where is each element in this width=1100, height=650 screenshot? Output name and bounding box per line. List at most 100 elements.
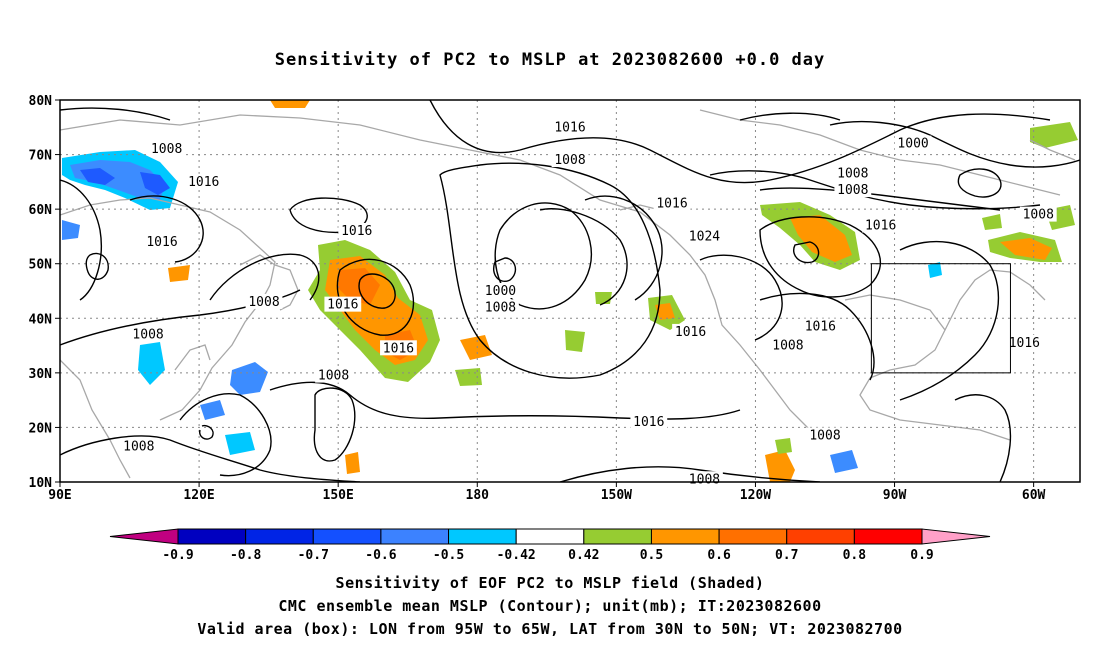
contour-label: 1016 (805, 319, 836, 334)
neg-shading-region (140, 172, 170, 195)
colorbar-label: -0.5 (433, 548, 464, 563)
colorbar-labels: -0.9 -0.8 -0.7 -0.6 -0.5 -0.42 0.42 0.5 0.6 0.7 0.… (162, 548, 933, 563)
contour-label-bg (245, 293, 283, 309)
contour-line (493, 257, 517, 282)
neg-shading-region (928, 262, 942, 278)
contour-line (957, 168, 1002, 198)
contour-label: 1008 (837, 183, 868, 198)
lon-tick-label: 150W (601, 488, 632, 503)
contour-label: 1008 (689, 472, 720, 487)
contour-line (559, 466, 821, 482)
colorbar-label: 0.7 (775, 548, 798, 563)
pos-shading-region (982, 214, 1002, 230)
contour-label-bg (380, 340, 417, 356)
contour-line (699, 254, 783, 341)
caption-line-2: CMC ensemble mean MSLP (Contour); unit(m… (278, 597, 822, 615)
lon-tick-label: 120E (183, 488, 214, 503)
lat-tick-label: 60N (29, 203, 53, 218)
neg-shading-region (230, 362, 268, 395)
colorbar-label: -0.8 (230, 548, 261, 563)
colorbar-left-tip (109, 528, 179, 545)
colorbar-segment (177, 528, 247, 545)
contour-label: 1024 (689, 229, 720, 244)
contour-label: 1016 (327, 298, 358, 313)
contour-label-bg (894, 135, 932, 151)
contour-line (759, 187, 1001, 211)
contour-line (85, 252, 109, 280)
lon-tick-label: 90E (48, 488, 71, 503)
contour-label: 1008 (772, 339, 803, 354)
neg-shading-region (62, 220, 80, 240)
contour-label-bg (482, 299, 519, 315)
contour-label-bg (630, 413, 668, 429)
contour-label: 1008 (132, 328, 163, 343)
contour-label-bg (834, 182, 872, 198)
map-frame (59, 99, 1081, 483)
colorbar-label: -0.9 (162, 548, 193, 563)
contour-label: 1008 (837, 167, 868, 182)
colorbar-label: 0.6 (707, 548, 731, 563)
pos-shading-region (655, 303, 675, 320)
colorbar-segment (380, 528, 450, 545)
contour-line (439, 162, 661, 379)
contour-label: 1008 (318, 369, 349, 384)
contour-label: 1016 (383, 341, 414, 356)
colorbar-segment (515, 528, 585, 545)
contour-line (829, 120, 1080, 168)
neg-shading-region (225, 432, 255, 455)
pos-shading-region (1000, 238, 1052, 260)
caption-line-1: Sensitivity of EOF PC2 to MSLP field (Sh… (335, 574, 765, 592)
contour-line (179, 393, 272, 477)
contour-label-bg (806, 427, 844, 443)
contour-label: 1016 (633, 415, 664, 430)
contour-label-bg (185, 173, 223, 189)
contour-line (289, 197, 368, 234)
coastline (60, 114, 471, 151)
coastline (239, 254, 276, 266)
contour-line (793, 241, 820, 264)
contour-label-bg (1019, 206, 1057, 222)
lat-axis-labels: 80N 70N 60N 50N 40N 30N 20N 10N (29, 94, 53, 491)
valid-area-box (870, 263, 1011, 374)
contour-label: 1016 (146, 235, 177, 250)
lon-tick-label: 90W (883, 488, 907, 503)
lat-tick-label: 40N (29, 312, 53, 327)
contour-label-bg (482, 283, 519, 298)
lon-tick-label: 180 (466, 488, 490, 503)
contour-line (60, 435, 361, 482)
colorbar-segment (650, 528, 720, 545)
lon-tick-label: 150E (323, 488, 354, 503)
contour-label-bg (143, 233, 181, 249)
lat-tick-label: 10N (29, 476, 53, 491)
contour-line (584, 195, 663, 301)
contour-line (739, 112, 841, 121)
contour-line (759, 216, 881, 298)
contour-label: 1016 (554, 120, 585, 135)
contour-label-bg (862, 217, 900, 233)
lon-tick-label: 60W (1022, 488, 1046, 503)
contour-label: 1008 (485, 300, 516, 315)
lat-tick-label: 80N (29, 94, 53, 109)
contour-line (336, 258, 415, 336)
colorbar-label: -0.7 (298, 548, 329, 563)
colorbar-label: -0.6 (365, 548, 396, 563)
colorbar-segment (448, 528, 517, 545)
contour-line (539, 208, 628, 306)
coastline (944, 269, 1046, 331)
caption-line-3: Valid area (box): LON from 95W to 65W, L… (197, 620, 903, 638)
contour-label: 1008 (248, 295, 279, 310)
contour-label: 1016 (1009, 336, 1040, 351)
contour-label-bg (834, 165, 872, 181)
colorbar-label: 0.9 (910, 548, 933, 563)
contour-label-bg (324, 296, 362, 312)
coastline (274, 264, 299, 311)
contour-labels: 1016100810161008100010081008101610081016… (120, 119, 1057, 487)
contour-line (199, 424, 214, 440)
coastline (469, 149, 841, 441)
colorbar-segment (312, 528, 382, 545)
coastline (1029, 139, 1076, 161)
colorbar-segment (245, 528, 314, 545)
contour-line (129, 195, 204, 263)
contour-line (60, 179, 102, 301)
